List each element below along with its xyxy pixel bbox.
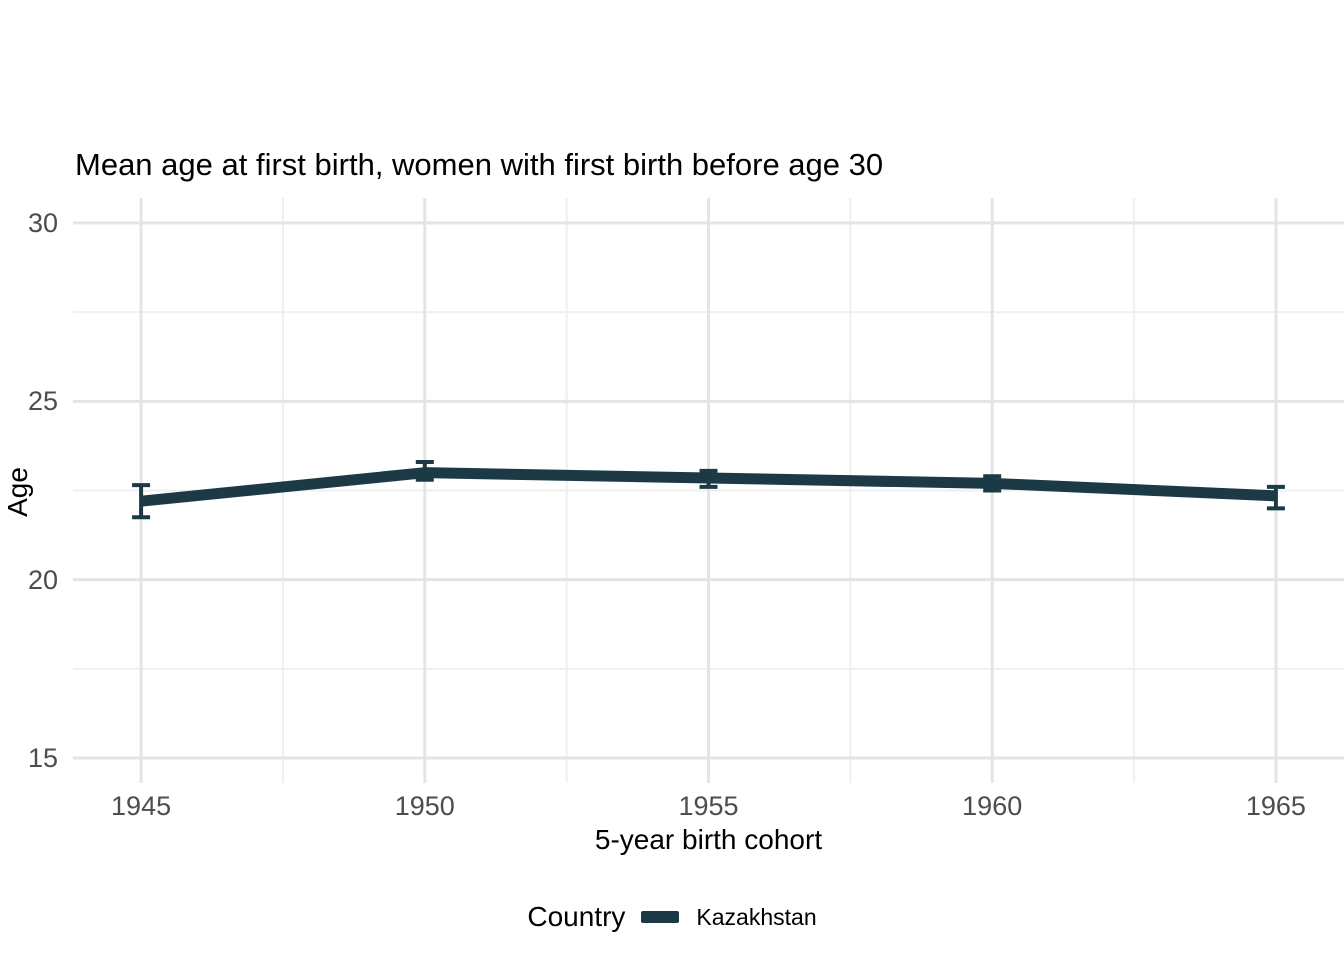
x-tick-label: 1950 (394, 791, 455, 821)
y-tick-label: 20 (27, 564, 58, 595)
y-tick-label: 15 (27, 743, 58, 774)
series-line-kazakhstan (140, 467, 1277, 507)
legend-item-label: Kazakhstan (696, 903, 817, 930)
y-axis-label: Age (2, 467, 33, 517)
legend-title: Country (527, 901, 626, 932)
chart-title: Mean age at first birth, women with firs… (75, 147, 884, 182)
x-tick-label: 1960 (962, 791, 1023, 821)
legend: Country Kazakhstan (0, 901, 1344, 933)
x-tick-label: 1965 (1245, 791, 1306, 821)
y-tick-label: 25 (27, 386, 58, 417)
y-tick-label: 30 (27, 207, 58, 238)
x-axis-label: 5-year birth cohort (594, 824, 823, 855)
x-tick-label: 1955 (678, 791, 739, 821)
legend-swatch-kazakhstan (641, 911, 680, 923)
x-tick-label: 1945 (111, 791, 172, 821)
